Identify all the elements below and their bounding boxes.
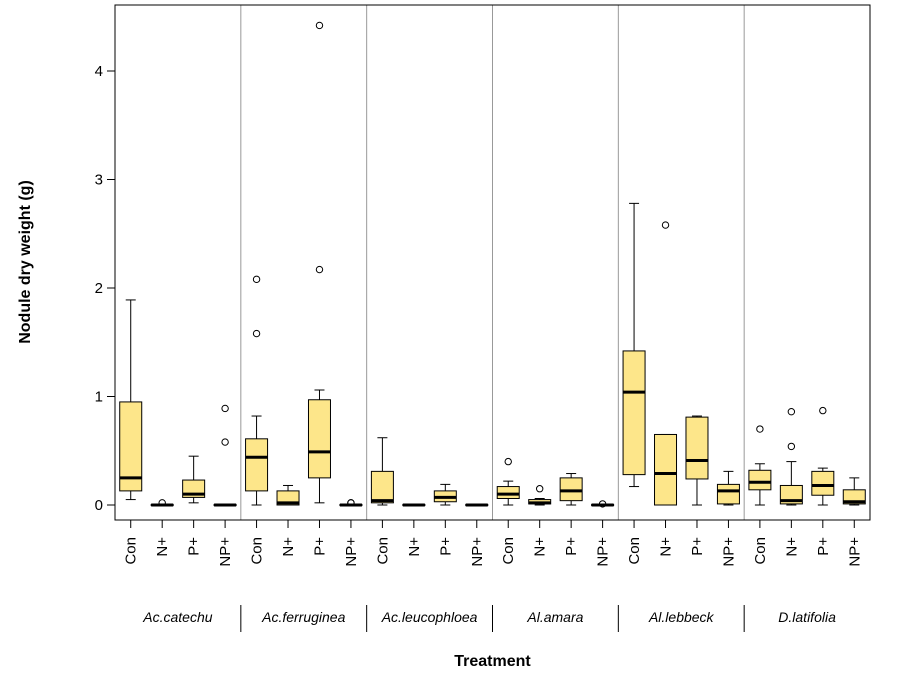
outlier-point	[661, 221, 670, 229]
x-tick-label: NP+	[217, 537, 234, 567]
species-label: Ac.leucophloea	[381, 609, 478, 625]
x-tick-label: Con	[752, 537, 769, 565]
y-axis: 0 1 2 3 4	[95, 63, 115, 514]
box-iqr	[685, 416, 709, 480]
y-axis-title: Nodule dry weight (g)	[17, 180, 34, 344]
box-Ac.ferruginea-NP+	[339, 499, 363, 507]
box-Al.lebbeck-Con	[622, 202, 646, 488]
y-tick-label: 3	[95, 172, 103, 189]
outlier-point	[756, 425, 764, 433]
outlier-point	[315, 21, 324, 30]
box-Ac.leucophloea-Con	[370, 437, 394, 506]
x-tick-label: NP+	[469, 537, 486, 567]
box-D.latifolia-P+	[811, 406, 835, 506]
x-tick-label: P+	[311, 537, 328, 556]
box-iqr	[119, 401, 143, 492]
y-tick-label: 2	[95, 280, 103, 297]
box-Ac.leucophloea-NP+	[465, 503, 489, 507]
outlier-point	[598, 500, 607, 508]
x-tick-label: N+	[532, 537, 549, 557]
box-Ac.ferruginea-P+	[307, 21, 331, 504]
outlier-point	[315, 265, 324, 274]
box-Ac.ferruginea-Con	[245, 275, 269, 506]
panel-separators	[240, 5, 745, 520]
box-iqr	[559, 477, 583, 502]
species-label: D.latifolia	[778, 609, 836, 625]
outlier-point	[221, 404, 229, 413]
outlier-point	[787, 407, 796, 416]
box-Al.amara-P+	[559, 473, 583, 506]
plot-frame	[114, 4, 871, 521]
box-Al.amara-Con	[496, 457, 520, 506]
x-tick-label: Con	[374, 537, 391, 565]
box-iqr	[654, 433, 678, 506]
outlier-point	[347, 499, 355, 507]
y-tick-label: 1	[95, 389, 103, 406]
x-tick-label: NP+	[343, 537, 360, 567]
x-tick-label: NP+	[595, 537, 612, 567]
x-tick-label: P+	[563, 537, 580, 556]
box-D.latifolia-N+	[779, 407, 803, 506]
species-label: Ac.catechu	[142, 609, 212, 625]
x-tick-label: NP+	[720, 537, 737, 567]
x-tick-label: Con	[249, 537, 266, 565]
x-tick-label: Con	[500, 537, 517, 565]
x-axis-title: Treatment	[454, 653, 531, 670]
outlier-point	[787, 442, 796, 451]
x-tick-label: N+	[783, 537, 800, 557]
box-Ac.leucophloea-P+	[433, 483, 457, 506]
box-iqr	[307, 399, 331, 479]
box-Al.lebbeck-P+	[685, 415, 709, 506]
box-Ac.leucophloea-N+	[402, 503, 426, 507]
box-Al.lebbeck-NP+	[716, 470, 740, 506]
x-tick-label: P+	[437, 537, 454, 556]
species-label: Al.lebbeck	[648, 609, 715, 625]
x-tick-label: P+	[186, 537, 203, 556]
outlier-point	[504, 457, 512, 466]
species-label: Al.amara	[526, 609, 583, 625]
outlier-point	[252, 329, 261, 338]
box-Ac.ferruginea-N+	[276, 484, 300, 506]
box-iqr	[716, 483, 740, 505]
box-iqr	[811, 470, 835, 496]
x-axis: Con N+ P+ NP+ Con N+ P+ NP+ Con N+ P+ NP+ Con N+ P+ NP+…	[123, 520, 863, 567]
box-Al.amara-NP+	[591, 500, 615, 508]
box-iqr	[748, 469, 772, 491]
species-labels: Ac.catechu Ac.ferruginea Ac.leucophloea Al.…	[142, 605, 836, 632]
box-D.latifolia-NP+	[842, 477, 866, 506]
box-layer	[119, 21, 866, 508]
x-tick-label: N+	[280, 537, 297, 557]
x-tick-label: Con	[123, 537, 140, 565]
box-iqr	[496, 486, 520, 499]
x-tick-label: N+	[658, 537, 675, 557]
box-iqr	[370, 470, 394, 504]
outlier-point	[535, 485, 544, 493]
box-Ac.catechu-P+	[182, 455, 206, 504]
box-Al.amara-N+	[528, 485, 552, 506]
x-tick-label: P+	[689, 537, 706, 556]
box-iqr	[245, 438, 269, 492]
outlier-point	[252, 275, 261, 284]
species-label: Ac.ferruginea	[261, 609, 345, 625]
box-iqr	[622, 350, 646, 476]
x-tick-label: NP+	[846, 537, 863, 567]
x-tick-label: Con	[626, 537, 643, 565]
box-Al.lebbeck-N+	[654, 221, 678, 506]
box-Ac.catechu-Con	[119, 299, 143, 501]
outlier-point	[158, 499, 166, 507]
box-Ac.catechu-NP+	[213, 404, 237, 507]
x-tick-label: P+	[815, 537, 832, 556]
outlier-point	[221, 438, 229, 446]
y-tick-label: 0	[95, 497, 103, 514]
box-D.latifolia-Con	[748, 425, 772, 506]
outlier-point	[819, 406, 827, 415]
x-tick-label: N+	[154, 537, 171, 557]
box-Ac.catechu-N+	[150, 499, 174, 507]
y-tick-label: 4	[95, 63, 103, 80]
x-tick-label: N+	[406, 537, 423, 557]
